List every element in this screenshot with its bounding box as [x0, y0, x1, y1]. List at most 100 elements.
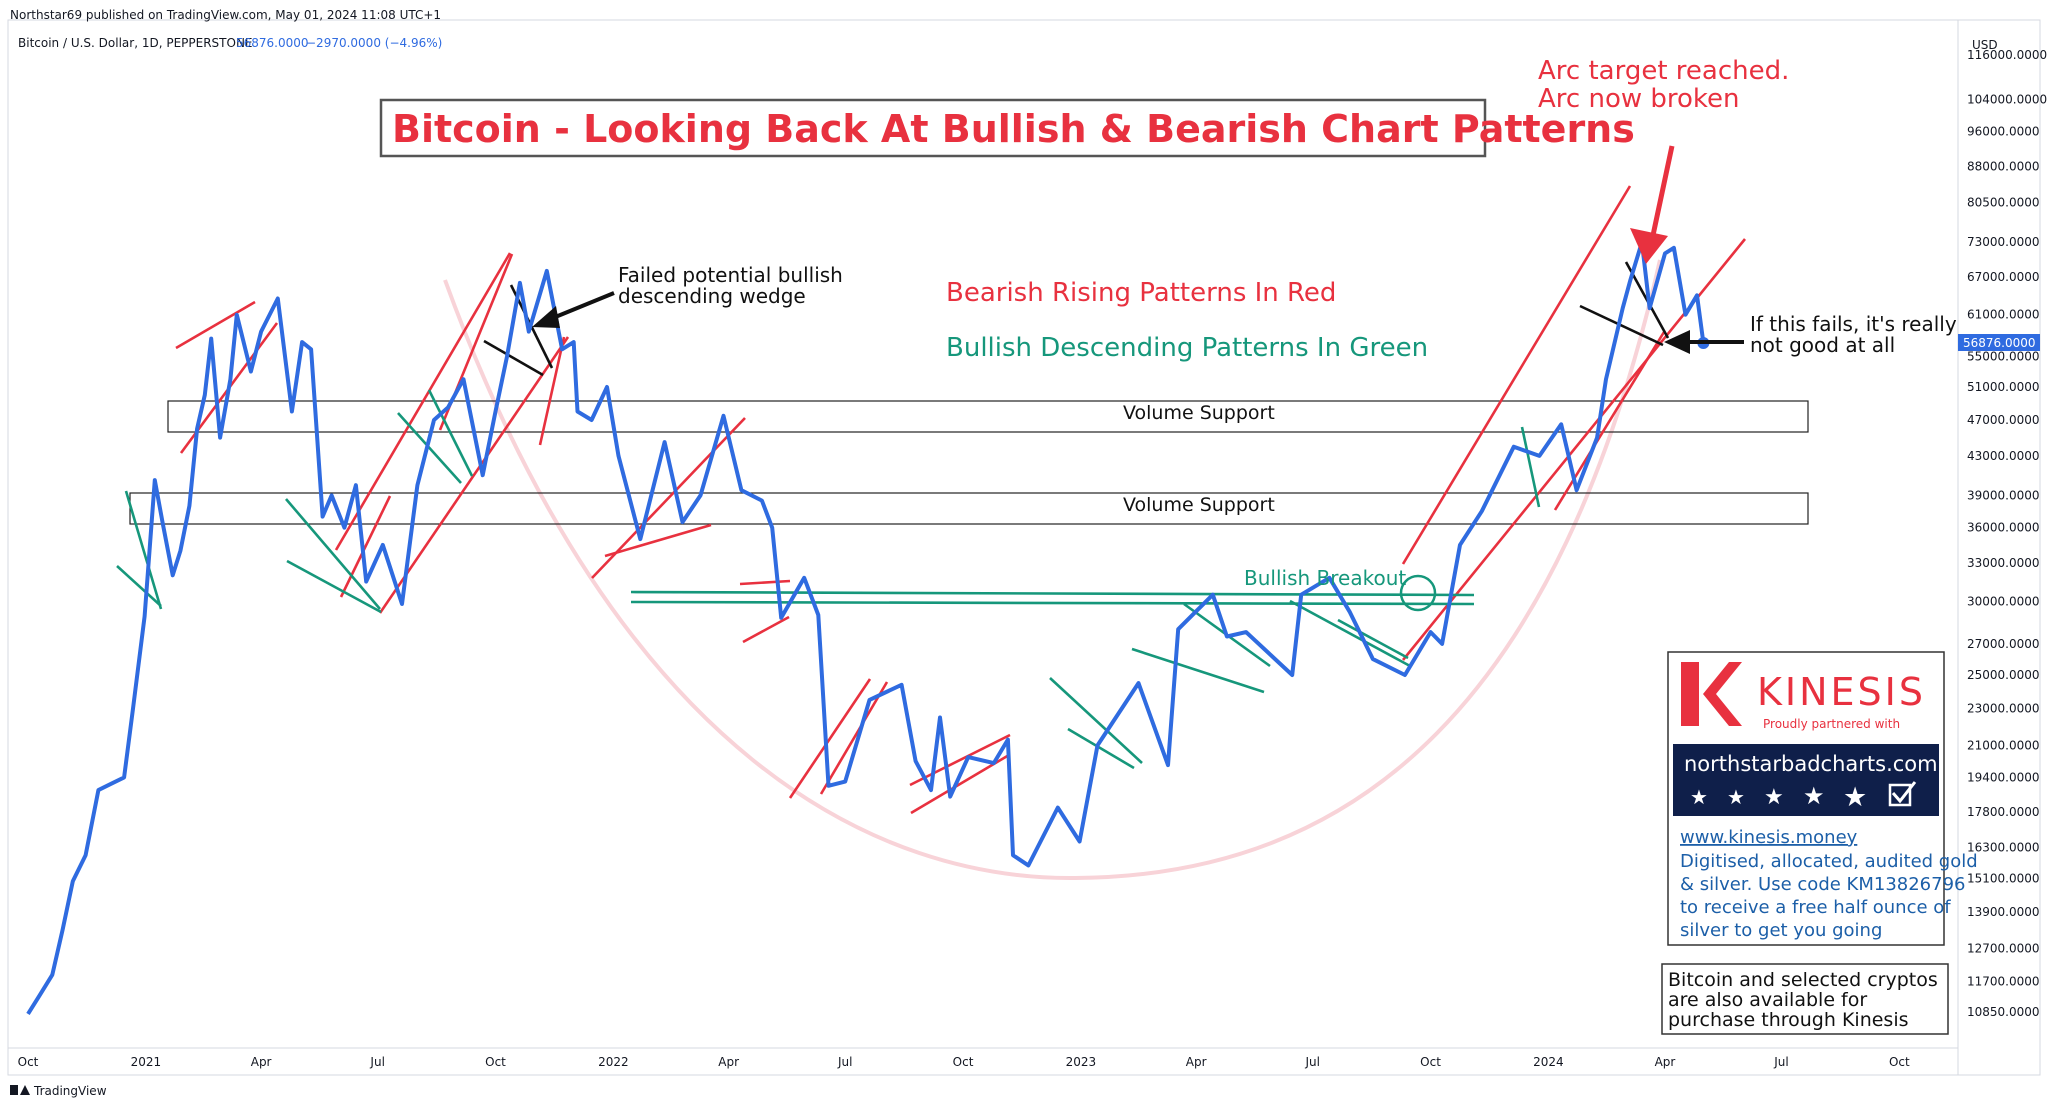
y-tick-label: 21000.0000 [1967, 738, 2040, 752]
y-tick-label: 88000.0000 [1967, 160, 2040, 174]
arc-note-line1: Arc target reached. [1538, 56, 1789, 86]
x-tick-label: Oct [485, 1055, 506, 1069]
tradingview-logo-icon [10, 1085, 30, 1095]
bullish-pattern-line [285, 498, 381, 610]
x-tick-label: Apr [1186, 1055, 1207, 1069]
bullish-pattern-line [397, 412, 462, 484]
crypto-note-line1: Bitcoin and selected cryptos [1668, 969, 1938, 991]
y-tick-label: 73000.0000 [1967, 235, 2040, 249]
sponsor-panel: KINESIS Proudly partnered with northstar… [1667, 651, 1978, 946]
arrow-if-fails [1664, 330, 1744, 354]
sponsor-promo-line4: silver to get you going [1680, 920, 1882, 941]
publisher-text: Northstar69 published on TradingView.com… [10, 8, 441, 22]
footer-brand: TradingView [33, 1084, 107, 1098]
x-tick-label: Jul [837, 1055, 852, 1069]
failed-wedge-line1: Failed potential bullish [618, 263, 843, 287]
y-tick-label: 17800.0000 [1967, 805, 2040, 819]
bearish-pattern-line [909, 733, 1011, 787]
x-tick-label: 2024 [1533, 1055, 1564, 1069]
bullish-breakout-circle [1399, 574, 1437, 612]
y-tick-label: 13900.0000 [1967, 905, 2040, 919]
time-axis: Oct 2021 Apr Jul Oct 2022 Apr Jul Oct 2023 Apr Jul O… [18, 1055, 1910, 1069]
y-tick-label: 15100.0000 [1967, 872, 2040, 886]
last-price-tag-text: 56876.0000 [1963, 336, 2036, 350]
legend-green-text: Bullish Descending Patterns In Green [946, 333, 1428, 363]
x-tick-label: Apr [718, 1055, 739, 1069]
svg-text:★: ★ [1803, 782, 1825, 810]
bullish-pattern-line [1049, 677, 1143, 764]
if-fails-line1: If this fails, it's really [1750, 312, 1957, 336]
x-tick-label: Oct [18, 1055, 39, 1069]
symbol-label: Bitcoin / U.S. Dollar, 1D, PEPPERSTONE [18, 36, 253, 50]
check-box-icon [1888, 781, 1917, 807]
svg-text:★: ★ [1843, 782, 1867, 813]
plot-frame [7, 19, 2041, 1076]
bearish-pattern-line [1401, 185, 1632, 565]
y-tick-label: 12700.0000 [1967, 941, 2040, 955]
y-tick-label: 61000.0000 [1967, 308, 2040, 322]
bullish-breakout-label: Bullish Breakout [1244, 566, 1406, 590]
bullish-pattern-line [124, 490, 163, 610]
x-tick-label: 2023 [1066, 1055, 1097, 1069]
bearish-pattern-line [788, 678, 872, 799]
bearish-pattern-line [339, 495, 392, 598]
y-tick-label: 67000.0000 [1967, 270, 2040, 284]
svg-text:★: ★ [1764, 785, 1784, 810]
last-price-tag-bg [1958, 334, 2040, 352]
bearish-pattern-line [739, 579, 791, 586]
last-price-header: 56876.0000 [236, 36, 309, 50]
currency-label: USD [1972, 38, 1998, 52]
crypto-note-line3: purchase through Kinesis [1668, 1009, 1909, 1031]
x-tick-label: 2021 [131, 1055, 162, 1069]
svg-text:★: ★ [1690, 785, 1708, 809]
y-tick-label: 47000.0000 [1967, 413, 2040, 427]
x-tick-label: Jul [369, 1055, 384, 1069]
y-tick-label: 16300.0000 [1967, 841, 2040, 855]
bearish-pattern-line [604, 523, 712, 558]
sponsor-promo-line2: & silver. Use code KM13826796 [1680, 874, 1966, 895]
volume-support-label-lower: Volume Support [1123, 494, 1275, 516]
crypto-note-box [1661, 963, 1949, 1035]
bearish-pattern-line [538, 336, 566, 446]
bullish-pattern-line [1131, 647, 1265, 694]
x-tick-label: Jul [1773, 1055, 1788, 1069]
bullish-pattern-line [630, 590, 1475, 597]
x-tick-label: Oct [953, 1055, 974, 1069]
y-tick-label: 80500.0000 [1967, 196, 2040, 210]
sponsor-link[interactable]: www.kinesis.money [1680, 827, 1858, 848]
bullish-pattern-line [1520, 426, 1541, 508]
volume-support-label-upper: Volume Support [1123, 402, 1275, 424]
bullish-pattern-line [427, 389, 474, 477]
x-tick-label: 2022 [598, 1055, 629, 1069]
sponsor-brand: KINESIS [1757, 670, 1926, 714]
pattern-lines [116, 185, 1747, 815]
title-box [379, 98, 1487, 158]
bullish-pattern-line [286, 559, 382, 614]
arrow-failed-wedge [532, 291, 615, 328]
sponsor-partner-text: Proudly partnered with [1763, 717, 1900, 731]
x-tick-label: Oct [1889, 1055, 1910, 1069]
legend-red-text: Bearish Rising Patterns In Red [946, 278, 1336, 308]
y-tick-label: 19400.0000 [1967, 770, 2040, 784]
crypto-note-line2: are also available for [1668, 989, 1867, 1011]
bullish-pattern-line [1289, 599, 1411, 668]
price-series-line [26, 240, 1706, 1015]
bearish-pattern-line [175, 300, 256, 350]
change-header: −2970.0000 (−4.96%) [306, 36, 442, 50]
y-tick-label: 104000.0000 [1967, 92, 2047, 106]
y-tick-label: 55000.0000 [1967, 350, 2040, 364]
y-tick-label: 43000.0000 [1967, 449, 2040, 463]
bearish-pattern-line [742, 615, 790, 644]
bullish-pattern-line [1067, 727, 1135, 770]
bearish-pattern-line [334, 252, 512, 551]
x-tick-label: Apr [1655, 1055, 1676, 1069]
svg-text:★: ★ [1727, 785, 1745, 809]
y-tick-label: 51000.0000 [1967, 380, 2040, 394]
y-tick-label: 116000.0000 [1967, 48, 2047, 62]
arrow-arc-target [1630, 145, 1675, 264]
bullish-pattern-line [630, 600, 1475, 606]
failed-wedge-line2: descending wedge [618, 284, 806, 308]
volume-support-box-upper [167, 400, 1809, 433]
